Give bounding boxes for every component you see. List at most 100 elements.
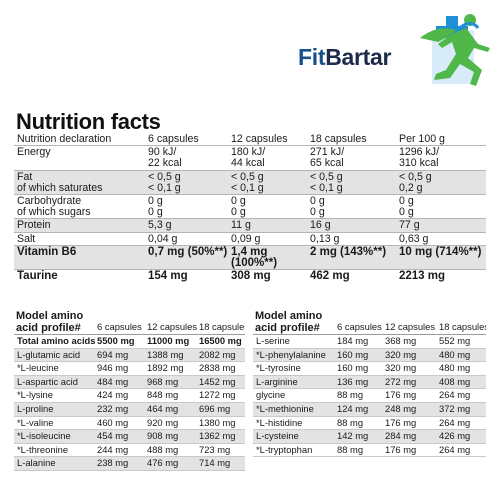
amino-acid-name: *L-phenylalanine xyxy=(256,348,326,360)
amino-row: *L-histidine 88 mg 176 mg 264 mg xyxy=(253,417,486,431)
amino-right-column: 12 capsules xyxy=(385,321,436,332)
nutrition-row-label: Fat of which saturates xyxy=(14,171,145,194)
amino-acid-amount: 88 mg xyxy=(337,389,364,401)
amino-left-title-line: Model amino xyxy=(16,310,84,322)
amino-acid-amount: 136 mg xyxy=(337,375,369,387)
amino-acid-amount: 372 mg xyxy=(439,402,471,414)
nutrition-text-line: 0,2 g xyxy=(399,181,423,194)
nutrition-text-line: 0,04 g xyxy=(148,232,178,245)
amino-row: L-cysteine 142 mg 284 mg 426 mg xyxy=(253,430,486,444)
nutrition-text-line: 0,13 g xyxy=(310,232,340,245)
nutrition-text-line: 310 kcal xyxy=(399,157,439,170)
amino-acid-amount: 368 mg xyxy=(385,335,417,346)
amino-acid-amount: 11000 mg xyxy=(147,335,190,346)
runner-logo-icon[interactable] xyxy=(412,8,496,90)
amino-acid-name: *L-tryptophan xyxy=(256,443,313,455)
nutrition-row-label: Taurine xyxy=(14,270,145,282)
amino-acid-name: L-serine xyxy=(256,335,290,346)
amino-acid-amount: 714 mg xyxy=(199,457,231,469)
nutrition-text-line: 10 mg (714%**) xyxy=(399,245,482,258)
nutrition-row-label: Energy xyxy=(14,146,145,169)
amino-acid-amount: 5500 mg xyxy=(97,335,135,346)
nutrition-text-line: 44 kcal xyxy=(231,157,265,170)
amino-acid-amount: 848 mg xyxy=(147,389,179,401)
amino-row: *L-lysine 424 mg 848 mg 1272 mg xyxy=(14,389,245,403)
amino-acid-amount: 484 mg xyxy=(97,375,129,387)
nutrition-value: 77 g xyxy=(396,219,486,231)
nutrition-row-label: Protein xyxy=(14,219,145,231)
amino-acid-amount: 264 mg xyxy=(439,416,471,428)
amino-acid-name: *L-leucine xyxy=(17,362,59,374)
amino-acid-amount: 694 mg xyxy=(97,348,129,360)
nutrition-value: 1,4 mg (100%**) xyxy=(228,246,307,269)
amino-row: Total amino acids 5500 mg 11000 mg 16500 mg xyxy=(14,335,245,349)
nutrition-text-line: < 0,5 g xyxy=(310,170,343,183)
nutrition-text-line: 0,63 g xyxy=(399,232,429,245)
amino-acid-name: L-alanine xyxy=(17,457,56,469)
amino-acid-amount: 2082 mg xyxy=(199,348,236,360)
nutrition-row-label: Carbohydrate of which sugars xyxy=(14,195,145,218)
amino-acid-name: *L-valine xyxy=(17,416,54,428)
nutrition-text-line: 0 g xyxy=(231,206,246,219)
amino-acid-name: *L-tyrosine xyxy=(256,362,301,374)
amino-acid-amount: 480 mg xyxy=(439,348,471,360)
nutrition-value: 11 g xyxy=(228,219,307,231)
nutrition-text-line: 1296 kJ/ xyxy=(399,146,440,159)
nutrition-value: 0,7 mg (50%**) xyxy=(145,246,228,269)
amino-acid-amount: 488 mg xyxy=(147,443,179,455)
nutrition-text-line: Energy xyxy=(17,146,51,159)
nutrition-text-line: 0 g xyxy=(399,206,414,219)
amino-table-right: Model amino acid profile# 6 capsules 12 … xyxy=(253,300,486,458)
nutrition-value: < 0,5 g < 0,1 g xyxy=(145,171,228,194)
amino-acid-amount: 454 mg xyxy=(97,430,129,442)
nutrition-text-line: Salt xyxy=(17,232,36,245)
amino-row: *L-phenylalanine 160 mg 320 mg 480 mg xyxy=(253,348,486,363)
nutrition-value: 16 g xyxy=(307,219,396,231)
amino-acid-amount: 480 mg xyxy=(439,362,471,374)
amino-acid-amount: 426 mg xyxy=(439,430,471,442)
amino-acid-amount: 16500 mg xyxy=(199,335,242,346)
amino-acid-amount: 723 mg xyxy=(199,443,231,455)
nutrition-header-cell: Per 100 g xyxy=(399,133,445,145)
nutrition-text-line: 90 kJ/ xyxy=(148,146,177,159)
amino-left-header: Model amino acid profile# 6 capsules 12 … xyxy=(14,300,245,335)
nutrition-value: 90 kJ/22 kcal xyxy=(145,146,228,169)
nutrition-row: Energy 90 kJ/22 kcal 180 kJ/44 kcal 271 kJ/… xyxy=(14,145,486,169)
amino-row: L-alanine 238 mg 476 mg 714 mg xyxy=(14,457,245,471)
amino-left-column: 18 capsules xyxy=(199,321,245,332)
nutrition-text-line: of which saturates xyxy=(17,181,103,194)
amino-acid-name: *L-isoleucine xyxy=(17,430,71,442)
amino-row: L-proline 232 mg 464 mg 696 mg xyxy=(14,402,245,417)
nutrition-value: 0,09 g xyxy=(228,233,307,245)
brand-wordmark[interactable]: FitBartar xyxy=(298,44,391,71)
amino-left-column: 6 capsules xyxy=(97,321,142,332)
nutrition-text-line: 11 g xyxy=(231,219,251,232)
nutrition-value: < 0,5 g < 0,1 g xyxy=(228,171,307,194)
nutrition-text-line: 0 g xyxy=(231,195,246,208)
nutrition-value: 462 mg xyxy=(307,270,396,282)
amino-row: *L-tyrosine 160 mg 320 mg 480 mg xyxy=(253,362,486,376)
amino-acid-amount: 176 mg xyxy=(385,416,417,428)
amino-acid-name: L-cysteine xyxy=(256,430,299,442)
nutrition-text-line: < 0,1 g xyxy=(310,181,343,194)
amino-acid-name: *L-histidine xyxy=(256,416,303,428)
nutrition-value: 10 mg (714%**) xyxy=(396,246,486,269)
amino-acid-amount: 464 mg xyxy=(147,402,179,414)
nutrition-text-line: Vitamin B6 xyxy=(17,245,77,258)
amino-right-title-line: Model amino xyxy=(255,310,323,322)
amino-acid-amount: 968 mg xyxy=(147,375,179,387)
amino-acid-name: *L-lysine xyxy=(17,389,53,401)
nutrition-header-cell: Nutrition declaration xyxy=(17,133,112,145)
amino-acid-amount: 176 mg xyxy=(385,389,417,401)
amino-right-column: 6 capsules xyxy=(337,321,382,332)
amino-acid-amount: 696 mg xyxy=(199,402,231,414)
nutrition-text-line: 154 mg xyxy=(148,270,188,283)
amino-acid-amount: 124 mg xyxy=(337,402,369,414)
amino-table-left: Model amino acid profile# 6 capsules 12 … xyxy=(14,300,245,471)
nutrition-value: 180 kJ/44 kcal xyxy=(228,146,307,169)
amino-acid-amount: 284 mg xyxy=(385,430,417,442)
nutrition-text-line: 0 g xyxy=(148,206,163,219)
amino-acid-name: glycine xyxy=(256,389,286,401)
